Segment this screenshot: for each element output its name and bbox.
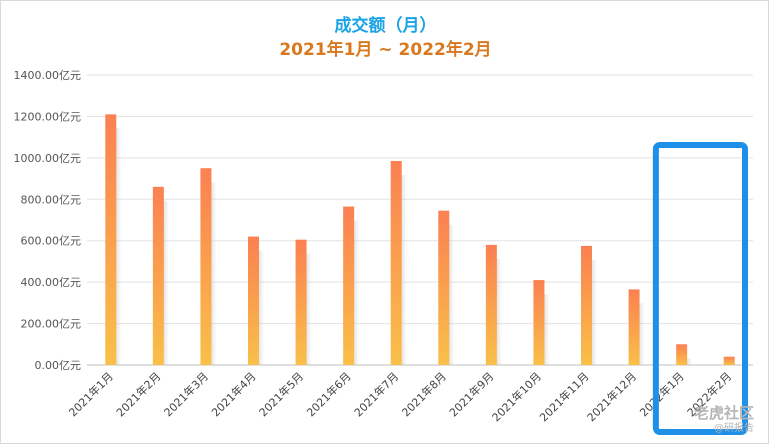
bar-shadow (161, 200, 169, 365)
bar-shadow (399, 174, 407, 365)
watermark-text: 老虎社区 (693, 403, 754, 422)
x-tick-label: 2021年12月 (584, 369, 639, 424)
bar (628, 289, 640, 365)
bar (438, 210, 450, 365)
bar-shadow (114, 128, 122, 365)
bar (152, 186, 164, 365)
bar-shadow (590, 259, 597, 365)
x-tick-label: 2021年1月 (66, 369, 116, 419)
bar-shadow (685, 358, 693, 365)
bar (248, 236, 259, 365)
bar (581, 245, 592, 365)
bar-shadow (352, 220, 360, 365)
bar (676, 344, 688, 365)
x-tick-label: 2021年2月 (113, 369, 163, 419)
bar-shadow (494, 258, 502, 365)
bar (295, 239, 307, 365)
x-tick-label: 2021年6月 (304, 369, 354, 419)
bar-shadow (304, 253, 312, 365)
y-tick-label: 1000.00亿元 (14, 152, 82, 165)
x-tick-label: 2021年5月 (256, 369, 306, 419)
x-tick-label: 2021年9月 (446, 369, 496, 419)
x-tick-label: 2021年3月 (161, 369, 211, 419)
watermark: 老虎社区 @研报告 (694, 404, 754, 435)
bar-shadow (447, 224, 455, 365)
x-tick-label: 2021年11月 (536, 369, 591, 424)
bar (723, 356, 735, 365)
bar-shadow (257, 250, 264, 365)
bar (390, 160, 402, 365)
highlight-box (652, 142, 748, 435)
bar (105, 114, 117, 365)
bar-shadow (209, 182, 217, 365)
y-tick-label: 200.00亿元 (21, 318, 82, 331)
chart-title: 成交额（月） (334, 16, 437, 36)
x-tick-label: 2021年10月 (489, 369, 544, 424)
chart-subtitle: 2021年1月 ~ 2022年2月 (279, 40, 492, 60)
bar (343, 206, 355, 365)
bar (485, 244, 497, 365)
y-tick-label: 600.00亿元 (21, 235, 82, 248)
y-tick-label: 1400.00亿元 (14, 69, 82, 82)
x-tick-label: 2021年7月 (351, 369, 401, 419)
bar (533, 280, 545, 365)
x-tick-label: 2021年4月 (208, 369, 258, 419)
y-tick-label: 400.00亿元 (21, 276, 82, 289)
bar (200, 168, 212, 365)
y-tick-label: 800.00亿元 (21, 193, 82, 206)
bar-shadow (637, 303, 645, 365)
watermark-handle: @研报告 (714, 422, 754, 434)
x-tick-label: 2021年8月 (399, 369, 449, 419)
bar-shadow (542, 294, 550, 365)
x-tick-label: 2022年1月 (637, 369, 687, 419)
y-tick-label: 1200.00亿元 (14, 110, 82, 123)
y-tick-label: 0.00亿元 (35, 359, 82, 372)
